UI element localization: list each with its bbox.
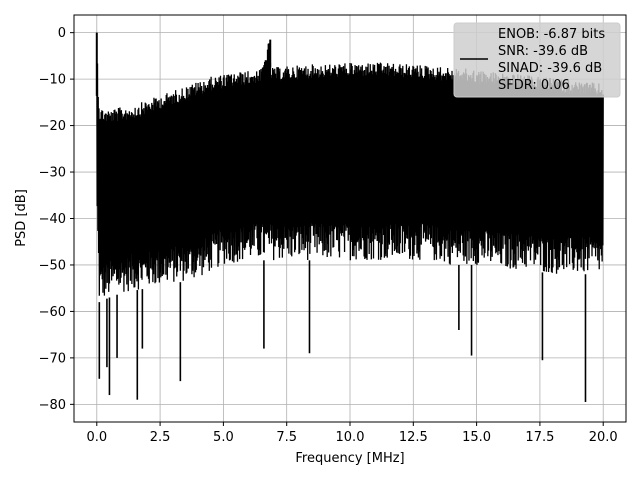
x-axis-ticks: 0.0 2.5 5.0 7.5 10.0 12.5 15.0 17.5 20.0 <box>86 422 618 445</box>
y-tick-label: −20 <box>39 119 66 134</box>
x-tick-label: 2.5 <box>150 430 171 445</box>
x-tick-label: 0.0 <box>86 430 107 445</box>
legend-snr: SNR: -39.6 dB <box>498 44 588 59</box>
x-tick-label: 10.0 <box>336 430 365 445</box>
legend-box <box>453 22 621 98</box>
y-axis-label: PSD [dB] <box>14 189 29 247</box>
y-tick-label: 0 <box>58 26 66 41</box>
y-tick-label: −80 <box>39 398 66 413</box>
y-tick-label: −70 <box>39 351 66 366</box>
x-tick-label: 20.0 <box>589 430 618 445</box>
y-tick-label: −50 <box>39 258 66 273</box>
legend: ENOB: -6.87 bits SNR: -39.6 dB SINAD: -3… <box>453 22 621 98</box>
y-axis-ticks: 0 −10 −20 −30 −40 −50 −60 −70 −80 <box>39 26 74 413</box>
x-tick-label: 12.5 <box>399 430 428 445</box>
psd-series <box>95 32 604 403</box>
legend-sfdr: SFDR: 0.06 <box>498 78 570 93</box>
y-tick-label: −40 <box>39 212 66 227</box>
legend-enob: ENOB: -6.87 bits <box>498 27 605 42</box>
x-axis-label: Frequency [MHz] <box>295 451 404 466</box>
x-tick-label: 17.5 <box>525 430 554 445</box>
x-tick-label: 7.5 <box>276 430 297 445</box>
legend-sinad: SINAD: -39.6 dB <box>498 61 602 76</box>
y-tick-label: −10 <box>39 73 66 88</box>
y-tick-label: −30 <box>39 166 66 181</box>
x-tick-label: 5.0 <box>213 430 234 445</box>
x-tick-label: 15.0 <box>462 430 491 445</box>
psd-line <box>96 32 604 296</box>
y-tick-label: −60 <box>39 305 66 320</box>
